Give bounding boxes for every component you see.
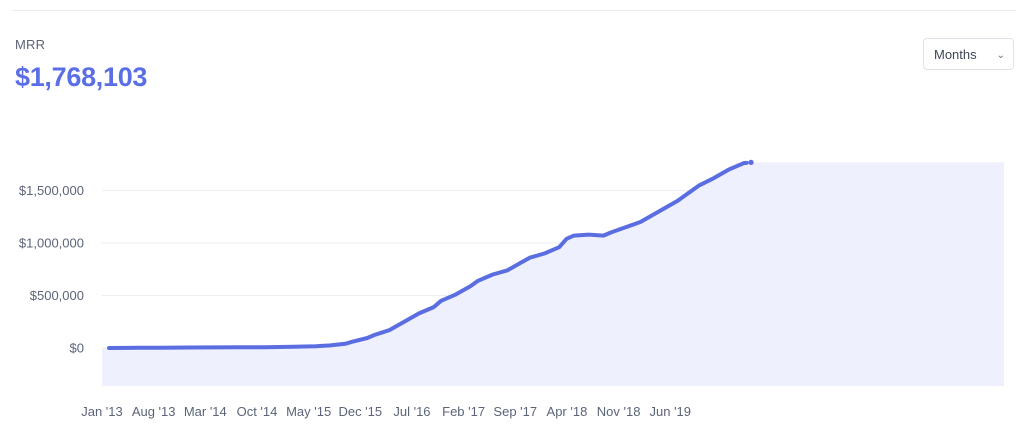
x-tick-label: Jun '19 <box>650 404 692 419</box>
x-tick-label: Nov '18 <box>597 404 641 419</box>
area-fill <box>102 162 1004 386</box>
period-select[interactable]: Months ⌄ <box>923 38 1014 70</box>
y-tick-label: $1,500,000 <box>19 183 84 198</box>
x-tick-label: Apr '18 <box>547 404 588 419</box>
x-axis-ticks: Jan '13 Aug '13 Mar '14 Oct '14 May '15 Dec '… <box>81 404 691 419</box>
period-select-value: Months <box>934 46 977 62</box>
x-tick-label: Dec '15 <box>338 404 382 419</box>
x-tick-label: Aug '13 <box>132 404 176 419</box>
top-divider <box>12 10 1016 11</box>
chevron-down-icon: ⌄ <box>996 49 1005 61</box>
marks-layer <box>741 159 754 166</box>
x-tick-label: Jul '16 <box>393 404 430 419</box>
series-line <box>107 161 746 350</box>
y-axis-ticks: $0 $500,000 $1,000,000 $1,500,000 <box>19 183 84 356</box>
metric-value: $1,768,103 <box>15 62 148 92</box>
x-tick-label: Mar '14 <box>184 404 227 419</box>
y-tick-label: $1,000,000 <box>19 236 84 251</box>
metric-label: MRR <box>15 37 46 52</box>
current-value-point <box>748 159 754 165</box>
x-tick-label: Sep '17 <box>493 404 537 419</box>
x-tick-label: Feb '17 <box>442 404 485 419</box>
y-tick-label: $0 <box>70 341 84 356</box>
y-tick-label: $500,000 <box>30 288 84 303</box>
x-tick-label: Jan '13 <box>81 404 123 419</box>
x-tick-label: May '15 <box>286 404 331 419</box>
x-tick-label: Oct '14 <box>237 404 278 419</box>
